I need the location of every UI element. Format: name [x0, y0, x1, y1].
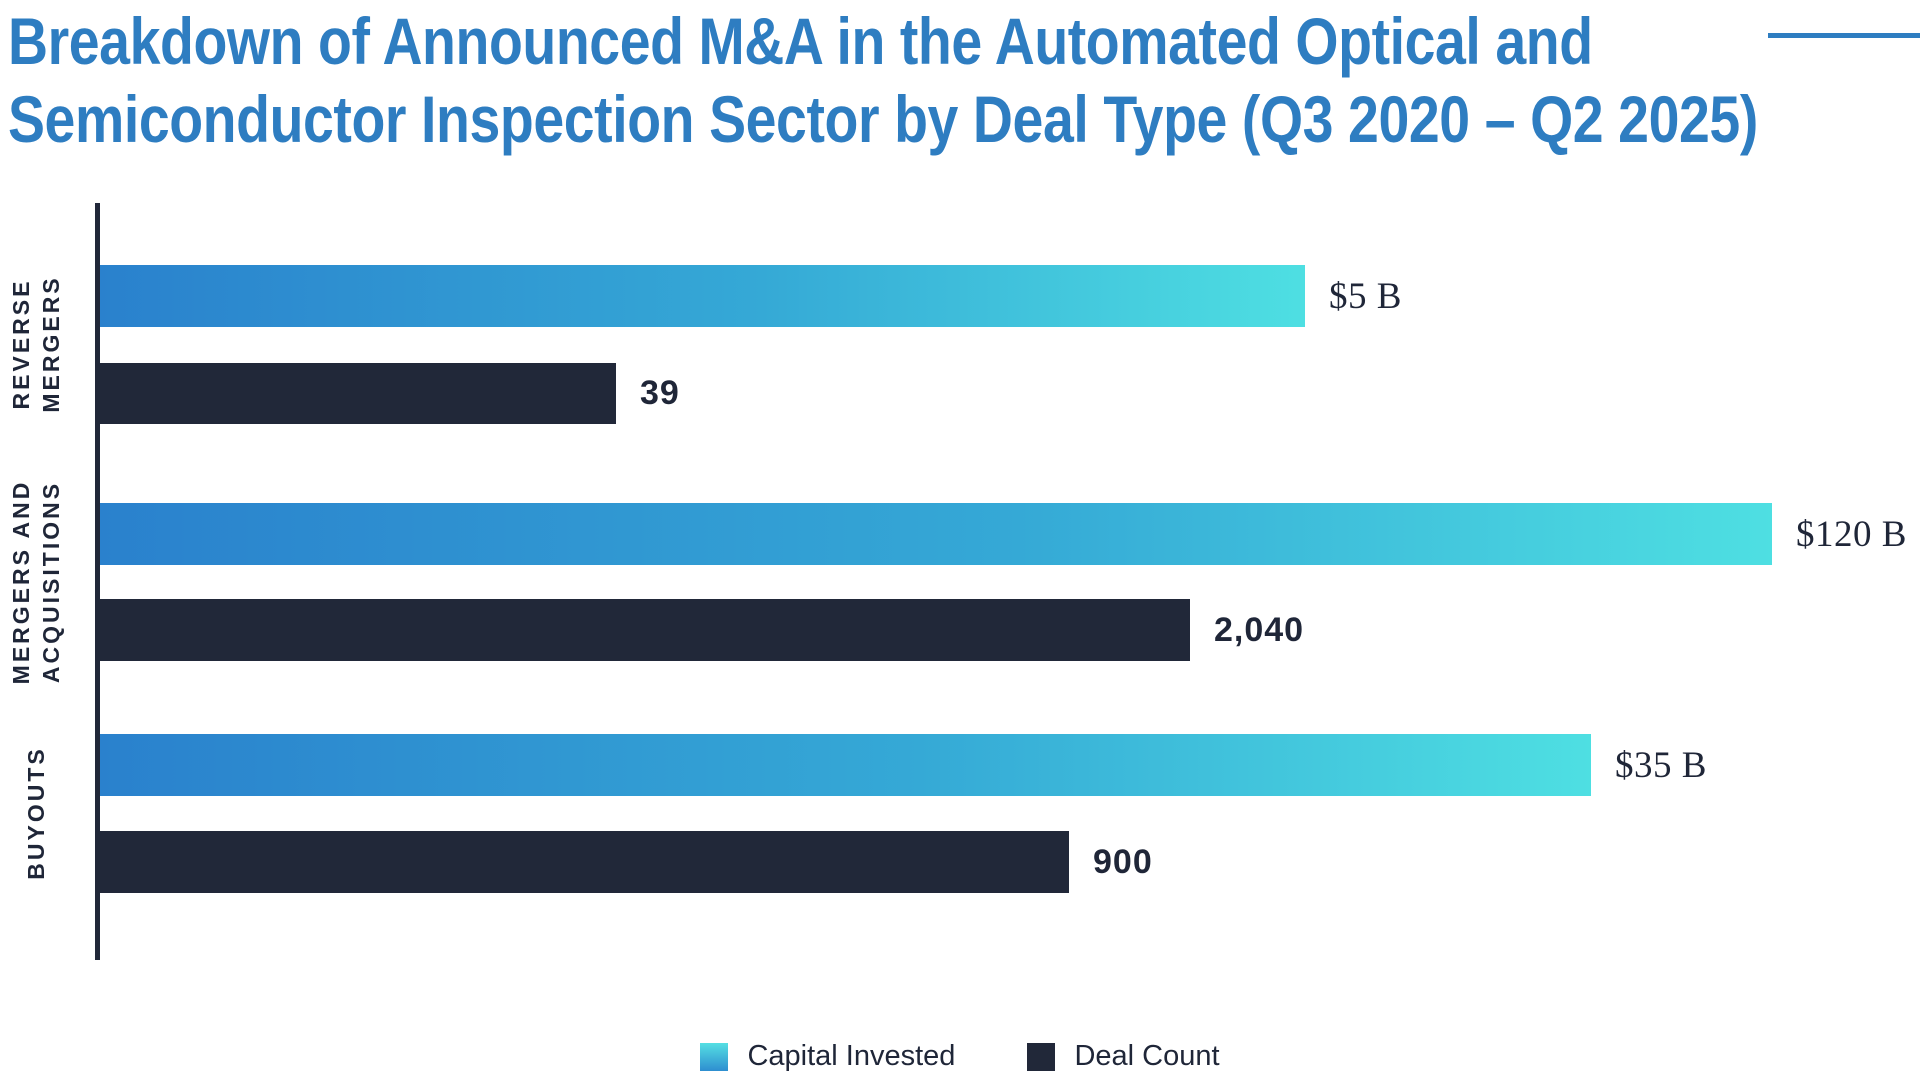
- value-label-reverse-mergers-count: 39: [640, 374, 680, 412]
- deal-count-swatch-icon: [1027, 1042, 1056, 1071]
- legend-label-capital-invested: Capital Invested: [747, 1040, 956, 1072]
- bar-row-reverse-mergers-capital: $5 B: [100, 265, 1920, 327]
- bar-reverse-mergers-capital-invested: [100, 265, 1305, 327]
- bar-row-mergers-acquisitions-count: 2,040: [100, 599, 1920, 661]
- chart-title-line-2: Semiconductor Inspection Sector by Deal …: [8, 82, 1758, 156]
- bar-buyouts-deal-count: [100, 831, 1069, 893]
- y-axis-line: [95, 203, 100, 960]
- category-label-buyouts: BUYOUTS: [23, 746, 49, 880]
- value-label-mergers-acquisitions-capital: $120 B: [1796, 513, 1907, 555]
- value-label-buyouts-capital: $35 B: [1615, 744, 1707, 786]
- bar-mergers-acquisitions-deal-count: [100, 599, 1190, 661]
- bar-mergers-acquisitions-capital-invested: [100, 503, 1772, 565]
- bar-row-mergers-acquisitions-capital: $120 B: [100, 503, 1920, 565]
- bar-row-buyouts-capital: $35 B: [100, 734, 1920, 796]
- capital-invested-swatch-icon: [700, 1042, 729, 1071]
- chart-title: Breakdown of Announced M&A in the Automa…: [8, 2, 1758, 158]
- category-label-mergers-and-acquisitions: MERGERS AND ACQUISITIONS: [8, 479, 64, 685]
- legend: Capital Invested Deal Count: [0, 1040, 1920, 1073]
- bar-row-reverse-mergers-count: 39: [100, 363, 1920, 424]
- legend-item-deal-count: Deal Count: [1027, 1040, 1220, 1073]
- value-label-reverse-mergers-capital: $5 B: [1329, 275, 1402, 317]
- bar-reverse-mergers-deal-count: [100, 363, 616, 424]
- decorative-accent-line: [1768, 33, 1920, 38]
- value-label-buyouts-count: 900: [1093, 842, 1153, 881]
- bar-buyouts-capital-invested: [100, 734, 1591, 796]
- legend-label-deal-count: Deal Count: [1074, 1040, 1220, 1072]
- bar-row-buyouts-count: 900: [100, 831, 1920, 893]
- legend-item-capital-invested: Capital Invested: [700, 1040, 955, 1073]
- chart-title-line-1: Breakdown of Announced M&A in the Automa…: [8, 4, 1593, 78]
- value-label-mergers-acquisitions-count: 2,040: [1214, 610, 1305, 649]
- category-label-reverse-mergers: REVERSE MERGERS: [8, 275, 64, 413]
